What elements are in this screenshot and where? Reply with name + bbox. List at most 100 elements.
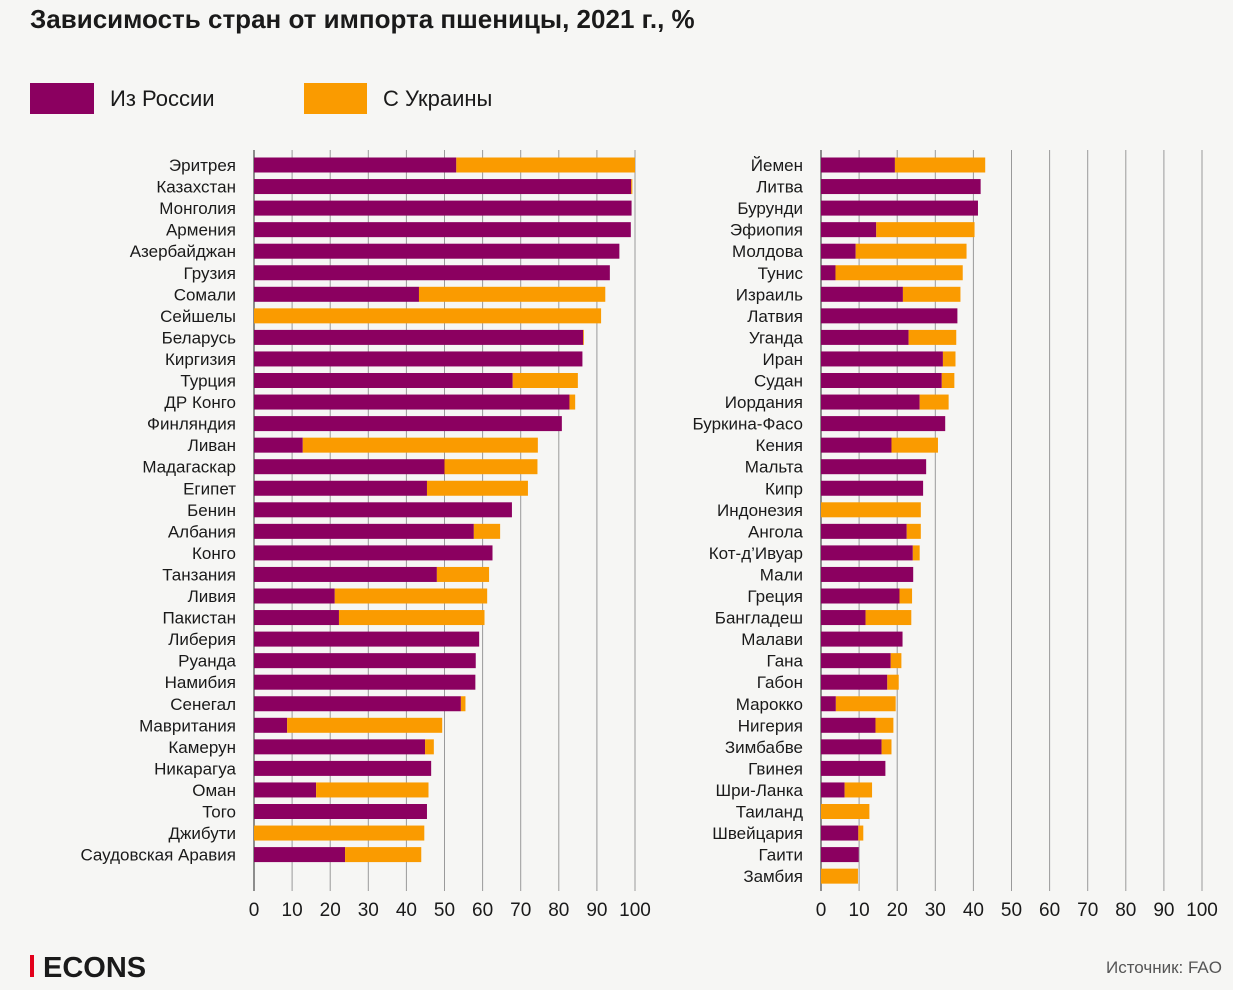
- bar-russia: [821, 265, 836, 281]
- bar-russia: [821, 717, 876, 733]
- category-label: Оман: [192, 781, 236, 800]
- bar-ukraine: [436, 566, 490, 582]
- category-label: Нигерия: [738, 716, 803, 735]
- category-label: Индонезия: [717, 501, 803, 520]
- category-label: Беларусь: [162, 328, 236, 347]
- bar-russia: [821, 760, 886, 776]
- bar-ukraine: [631, 179, 633, 195]
- bar-russia: [821, 696, 836, 712]
- category-label: Габон: [757, 673, 803, 692]
- bar-russia: [254, 545, 493, 561]
- legend-label-russia: Из России: [110, 86, 215, 111]
- bar-russia: [254, 502, 512, 518]
- bar-ukraine: [821, 868, 858, 884]
- bar-russia: [821, 588, 900, 604]
- category-label: Иордания: [725, 393, 803, 412]
- x-tick-label: 90: [1153, 900, 1174, 921]
- x-tick-label: 70: [1077, 900, 1098, 921]
- category-label: Джибути: [168, 824, 236, 843]
- bar-russia: [254, 653, 476, 669]
- category-label: Швейцария: [712, 824, 803, 843]
- bar-ukraine: [456, 157, 635, 173]
- bar-ukraine: [912, 545, 920, 561]
- bar-ukraine: [512, 373, 578, 388]
- category-label: Пакистан: [162, 609, 236, 628]
- category-label: Ангола: [748, 522, 804, 541]
- bar-russia: [254, 437, 303, 453]
- bar-russia: [254, 329, 584, 345]
- bar-ukraine: [425, 739, 434, 755]
- bar-russia: [821, 782, 845, 798]
- x-tick-label: 20: [887, 900, 908, 921]
- x-tick-label: 50: [1001, 900, 1022, 921]
- bar-ukraine: [865, 610, 912, 626]
- bar-ukraine: [334, 588, 488, 604]
- category-label: Зимбабве: [725, 738, 803, 757]
- bar-ukraine: [858, 825, 864, 841]
- bar-ukraine: [287, 717, 443, 733]
- bar-ukraine: [835, 696, 896, 712]
- category-label: Казахстан: [156, 178, 236, 197]
- category-label: Эфиопия: [730, 221, 803, 240]
- bar-russia: [254, 674, 476, 690]
- category-label: Того: [202, 803, 236, 822]
- bar-ukraine: [460, 696, 466, 712]
- category-label: Никарагуа: [154, 759, 236, 778]
- bar-russia: [821, 631, 903, 647]
- category-label: Азербайджан: [130, 242, 236, 261]
- bar-russia: [821, 286, 903, 302]
- bar-ukraine: [345, 847, 422, 863]
- bar-russia: [821, 739, 882, 755]
- category-label: Турция: [180, 372, 236, 391]
- legend-swatch-russia: [30, 83, 94, 114]
- bar-russia: [821, 373, 942, 388]
- bar-russia: [254, 373, 513, 388]
- x-tick-label: 60: [472, 900, 493, 921]
- bar-russia: [254, 480, 427, 496]
- x-tick-label: 70: [510, 900, 531, 921]
- category-label: Киргизия: [165, 350, 236, 369]
- bar-ukraine: [876, 222, 975, 238]
- bar-ukraine: [875, 717, 894, 733]
- category-label: Замбия: [743, 867, 803, 886]
- bar-russia: [821, 200, 978, 216]
- category-label: Финляндия: [147, 415, 236, 434]
- category-label: Албания: [168, 522, 236, 541]
- category-label: Кот-д’Ивуар: [709, 544, 803, 563]
- econs-logo: ECONS: [30, 952, 146, 984]
- bar-russia: [821, 416, 946, 432]
- category-label: Йемен: [751, 156, 803, 175]
- bar-ukraine: [887, 674, 899, 690]
- bar-russia: [821, 459, 927, 475]
- category-label: Ливан: [188, 436, 236, 455]
- bar-russia: [254, 566, 437, 582]
- category-label: Судан: [754, 372, 803, 391]
- category-label: Танзания: [162, 565, 236, 584]
- bar-ukraine: [338, 610, 485, 626]
- category-label: Молдова: [732, 242, 804, 261]
- bar-ukraine: [844, 782, 873, 798]
- x-tick-label: 100: [619, 900, 651, 921]
- x-tick-label: 10: [849, 900, 870, 921]
- category-label: Монголия: [159, 199, 236, 218]
- category-label: Шри-Ланка: [716, 781, 804, 800]
- bar-russia: [254, 222, 631, 238]
- category-label: Эритрея: [169, 156, 236, 175]
- bar-russia: [254, 157, 457, 173]
- bar-ukraine: [942, 351, 956, 367]
- bar-russia: [254, 265, 610, 281]
- x-tick-label: 10: [282, 900, 303, 921]
- x-tick-label: 0: [249, 900, 260, 921]
- bar-russia: [254, 200, 632, 216]
- category-label: Мали: [760, 565, 803, 584]
- x-tick-label: 80: [548, 900, 569, 921]
- bar-russia: [254, 179, 632, 195]
- bar-russia: [821, 545, 913, 561]
- bar-russia: [254, 631, 480, 647]
- bar-russia: [821, 222, 877, 238]
- bar-russia: [821, 329, 909, 345]
- bar-ukraine: [890, 653, 902, 669]
- bar-ukraine: [941, 373, 955, 388]
- category-label: Конго: [192, 544, 236, 563]
- category-label: Иран: [762, 350, 803, 369]
